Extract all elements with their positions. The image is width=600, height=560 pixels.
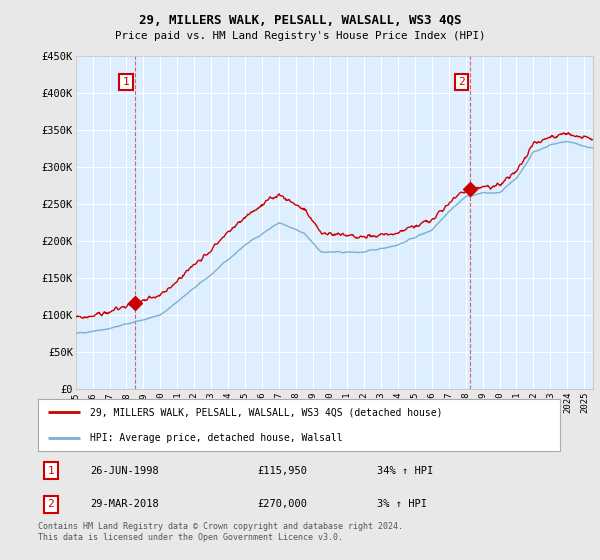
Text: Price paid vs. HM Land Registry's House Price Index (HPI): Price paid vs. HM Land Registry's House … xyxy=(115,31,485,41)
Text: HPI: Average price, detached house, Walsall: HPI: Average price, detached house, Wals… xyxy=(90,433,343,443)
Text: £115,950: £115,950 xyxy=(257,466,307,475)
Text: 34% ↑ HPI: 34% ↑ HPI xyxy=(377,466,433,475)
Text: 1: 1 xyxy=(123,77,130,87)
Point xyxy=(130,299,139,308)
Text: Contains HM Land Registry data © Crown copyright and database right 2024.
This d: Contains HM Land Registry data © Crown c… xyxy=(38,522,403,542)
Text: 2: 2 xyxy=(458,77,464,87)
Point xyxy=(465,185,475,194)
Text: 29, MILLERS WALK, PELSALL, WALSALL, WS3 4QS (detached house): 29, MILLERS WALK, PELSALL, WALSALL, WS3 … xyxy=(90,407,443,417)
Text: £270,000: £270,000 xyxy=(257,500,307,509)
Text: 1: 1 xyxy=(47,466,54,475)
Text: 29-MAR-2018: 29-MAR-2018 xyxy=(90,500,159,509)
Text: 29, MILLERS WALK, PELSALL, WALSALL, WS3 4QS: 29, MILLERS WALK, PELSALL, WALSALL, WS3 … xyxy=(139,14,461,27)
Text: 2: 2 xyxy=(47,500,54,509)
Text: 3% ↑ HPI: 3% ↑ HPI xyxy=(377,500,427,509)
Text: 26-JUN-1998: 26-JUN-1998 xyxy=(90,466,159,475)
